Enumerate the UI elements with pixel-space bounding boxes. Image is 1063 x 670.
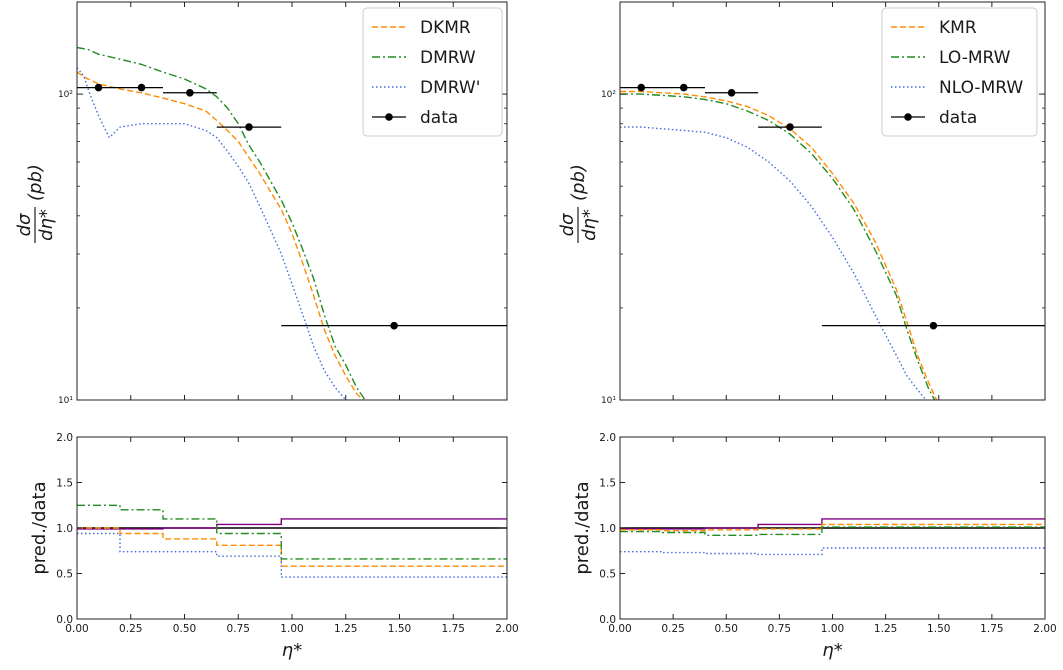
series-line-1 <box>620 518 1045 530</box>
legend-label: data <box>939 108 977 128</box>
x-tick-label: 1.00 <box>821 623 844 635</box>
y-tick-label: 1.5 <box>56 478 73 490</box>
x-tick-label: 2.00 <box>495 623 518 635</box>
series-line-4 <box>77 532 507 578</box>
data-point <box>679 83 688 92</box>
series-line-2 <box>77 527 507 567</box>
data-point <box>786 123 794 131</box>
y-tick-label: 2.0 <box>56 432 73 444</box>
series-line-3 <box>620 526 1045 536</box>
panel-top-left: 10¹ 10² dσ dη* (pb) DKMR DMRW DMRW' data <box>14 1 508 406</box>
y-axis-title: pred./data <box>29 481 50 574</box>
legend-frame <box>362 7 503 137</box>
series-line-4 <box>620 547 1045 556</box>
data-point <box>929 321 938 330</box>
x-tick-label: 0.25 <box>661 623 684 635</box>
x-tick-label: 1.50 <box>927 623 950 635</box>
series-line-3 <box>77 504 507 560</box>
x-tick-label: 1.25 <box>874 623 897 635</box>
data-point <box>186 88 194 97</box>
y-tick-label: 10² <box>58 90 73 100</box>
x-tick-label: 1.75 <box>442 623 465 635</box>
x-tick-label: 0.00 <box>608 623 631 635</box>
x-tick-label: 0.25 <box>119 623 142 635</box>
series-line-lo-mrw <box>620 93 936 400</box>
y-tick-label: 1.5 <box>599 478 616 490</box>
y-title-numerator: dσ <box>557 213 578 236</box>
y-title-unit: (pb) <box>25 164 46 201</box>
legend-frame <box>881 7 1038 137</box>
panel-top-right: 10¹ 10² dσ dη* (pb) KMR LO-MRW NLO-MRW data <box>557 1 1046 406</box>
data-point <box>727 88 736 97</box>
y-title-unit: (pb) <box>568 164 589 201</box>
x-tick-label: 0.75 <box>227 623 250 635</box>
y-axis-title: dσ dη* (pb) <box>557 164 600 243</box>
series-line-2 <box>620 523 1045 532</box>
y-tick-label: 10¹ <box>601 396 616 406</box>
legend-label: DMRW <box>420 48 476 68</box>
x-tick-label: 1.00 <box>280 623 303 635</box>
data-point <box>137 83 146 92</box>
x-tick-label: 0.75 <box>768 623 791 635</box>
legend-swatch-marker <box>385 113 393 121</box>
y-tick-label: 0.5 <box>599 569 616 581</box>
series-line-kmr <box>620 90 938 400</box>
y-axis-title: pred./data <box>572 481 593 574</box>
legend-label: KMR <box>939 18 977 38</box>
legend-label: data <box>420 108 458 128</box>
plot-area <box>77 46 507 400</box>
legend-label: DKMR <box>420 18 471 38</box>
legend-label: DMRW' <box>420 78 480 98</box>
y-tick-label: 1.0 <box>56 523 73 535</box>
plot-area <box>620 83 1045 400</box>
legend-swatch-marker <box>904 113 912 121</box>
legend: KMR LO-MRW NLO-MRW data <box>881 7 1038 137</box>
legend-label: NLO-MRW <box>939 78 1023 98</box>
y-tick-label: 10¹ <box>58 396 73 406</box>
y-tick-label: 0.5 <box>56 569 73 581</box>
data-point <box>94 83 103 92</box>
x-tick-label: 1.25 <box>334 623 357 635</box>
plot-area <box>77 504 507 578</box>
data-point <box>390 321 398 330</box>
x-tick-label: 0.00 <box>65 623 88 635</box>
y-tick-label: 0.0 <box>56 614 73 626</box>
y-tick-label: 10² <box>601 90 616 100</box>
data-point <box>245 123 253 131</box>
x-tick-label: 0.50 <box>173 623 196 635</box>
panel-bottom-right: 0.00 0.25 0.50 0.75 1.00 1.25 1.50 1.75 2.00 η* 0.… <box>572 432 1057 661</box>
x-tick-label: 1.50 <box>388 623 411 635</box>
y-title-numerator: dσ <box>14 213 35 236</box>
plot-area <box>620 518 1045 556</box>
y-tick-label: 1.0 <box>599 523 616 535</box>
panel-bottom-left: 0.00 0.25 0.50 0.75 1.00 1.25 1.50 1.75 2.00 η* 0.… <box>29 432 519 661</box>
x-axis-title: η* <box>282 640 302 661</box>
series-line-nlo-mrw <box>620 126 927 400</box>
series-line-dmrw <box>77 46 366 400</box>
legend-label: LO-MRW <box>939 48 1011 68</box>
y-title-denominator: dη* <box>579 209 600 241</box>
y-tick-label: 2.0 <box>599 432 616 444</box>
series-line-dkmr <box>77 71 364 400</box>
legend: DKMR DMRW DMRW' data <box>362 7 503 137</box>
y-tick-label: 0.0 <box>599 614 616 626</box>
series-line-dmrw- <box>77 67 347 400</box>
y-axis-title: dσ dη* (pb) <box>14 164 57 243</box>
data-point <box>637 83 646 92</box>
x-tick-label: 1.75 <box>980 623 1003 635</box>
x-axis-title: η* <box>822 640 842 661</box>
x-tick-label: 2.00 <box>1033 623 1056 635</box>
y-title-denominator: dη* <box>36 209 57 241</box>
x-tick-label: 0.50 <box>715 623 738 635</box>
